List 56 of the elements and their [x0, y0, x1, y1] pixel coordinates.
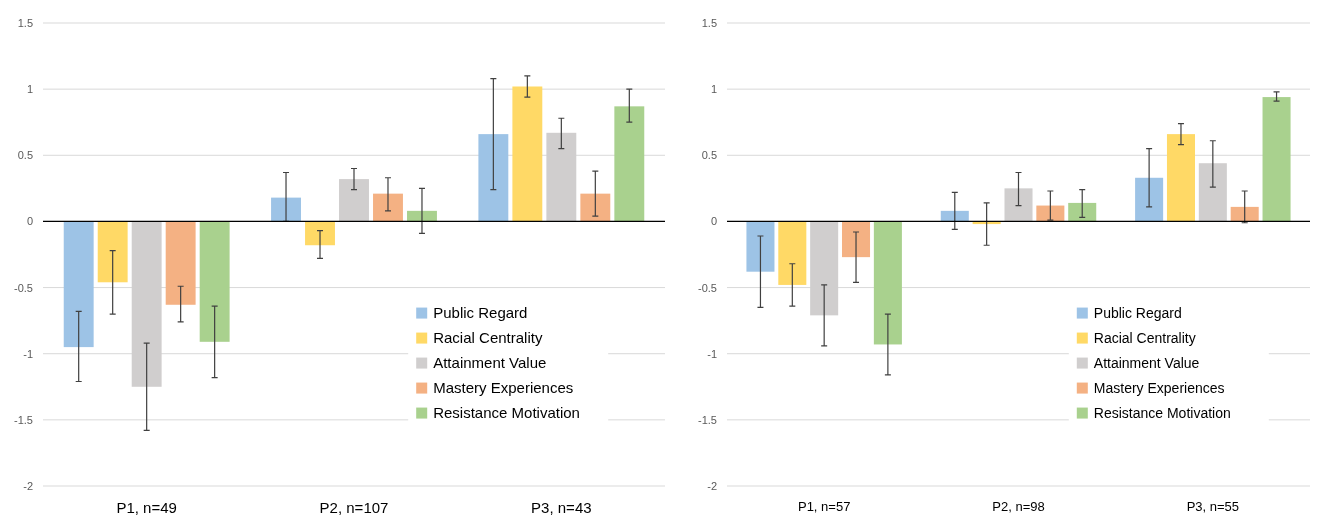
bar: [940, 210, 969, 222]
y-tick-label: 0: [26, 215, 33, 228]
bar: [580, 193, 611, 222]
y-tick-label: 1.5: [17, 17, 33, 30]
x-tick-label: P2, n=107: [319, 498, 389, 516]
bar: [614, 106, 645, 222]
bar: [1230, 206, 1259, 222]
legend-label: Racial Centrality: [433, 328, 543, 346]
bar: [746, 221, 775, 272]
y-tick-label: 0.5: [701, 149, 717, 162]
bar: [1004, 188, 1033, 222]
y-tick-label: -1: [23, 347, 33, 360]
bar: [1135, 177, 1164, 222]
legend-label: Public Regard: [433, 303, 528, 321]
bar: [842, 221, 871, 258]
legend-label: Attainment Value: [433, 353, 547, 371]
bar: [873, 221, 902, 345]
legend-label: Racial Centrality: [1093, 329, 1196, 346]
legend-label: Mastery Experiences: [433, 378, 574, 396]
y-tick-label: 1: [26, 83, 33, 96]
bar: [478, 134, 509, 222]
legend-label: Public Regard: [1093, 304, 1182, 321]
bar: [778, 221, 807, 285]
legend-label: Mastery Experiences: [1093, 379, 1225, 396]
legend-label: Attainment Value: [1093, 354, 1200, 371]
y-tick-label: -1.5: [698, 413, 717, 426]
bar: [1262, 97, 1291, 222]
legend-label: Resistance Motivation: [1093, 404, 1231, 421]
y-tick-label: 1.5: [701, 17, 717, 30]
x-tick-label: P1, n=49: [116, 498, 177, 516]
y-tick-label: -0.5: [14, 281, 33, 294]
bar: [373, 193, 403, 222]
y-tick-label: -1: [707, 347, 717, 360]
bar: [271, 197, 301, 222]
bar: [305, 221, 335, 246]
y-tick-label: -0.5: [698, 281, 717, 294]
y-tick-label: 0: [710, 215, 717, 228]
x-tick-label: P3, n=55: [1186, 499, 1240, 515]
legend-label: Resistance Motivation: [433, 403, 580, 421]
bar: [512, 86, 543, 222]
y-tick-label: -2: [707, 480, 717, 493]
y-tick-label: -2: [23, 480, 33, 493]
bar: [339, 179, 369, 222]
bar: [199, 221, 230, 342]
y-tick-label: -1.5: [14, 413, 33, 426]
bar: [1068, 202, 1097, 222]
y-tick-label: 1: [710, 83, 717, 96]
y-tick-label: 0.5: [17, 149, 33, 162]
x-tick-label: P1, n=57: [797, 499, 851, 515]
bar: [63, 221, 94, 348]
x-tick-label: P2, n=98: [992, 499, 1045, 515]
bar: [165, 221, 196, 305]
bar: [1198, 163, 1227, 222]
bar: [1166, 134, 1195, 222]
x-tick-label: P3, n=43: [531, 498, 592, 516]
bar: [97, 221, 128, 283]
